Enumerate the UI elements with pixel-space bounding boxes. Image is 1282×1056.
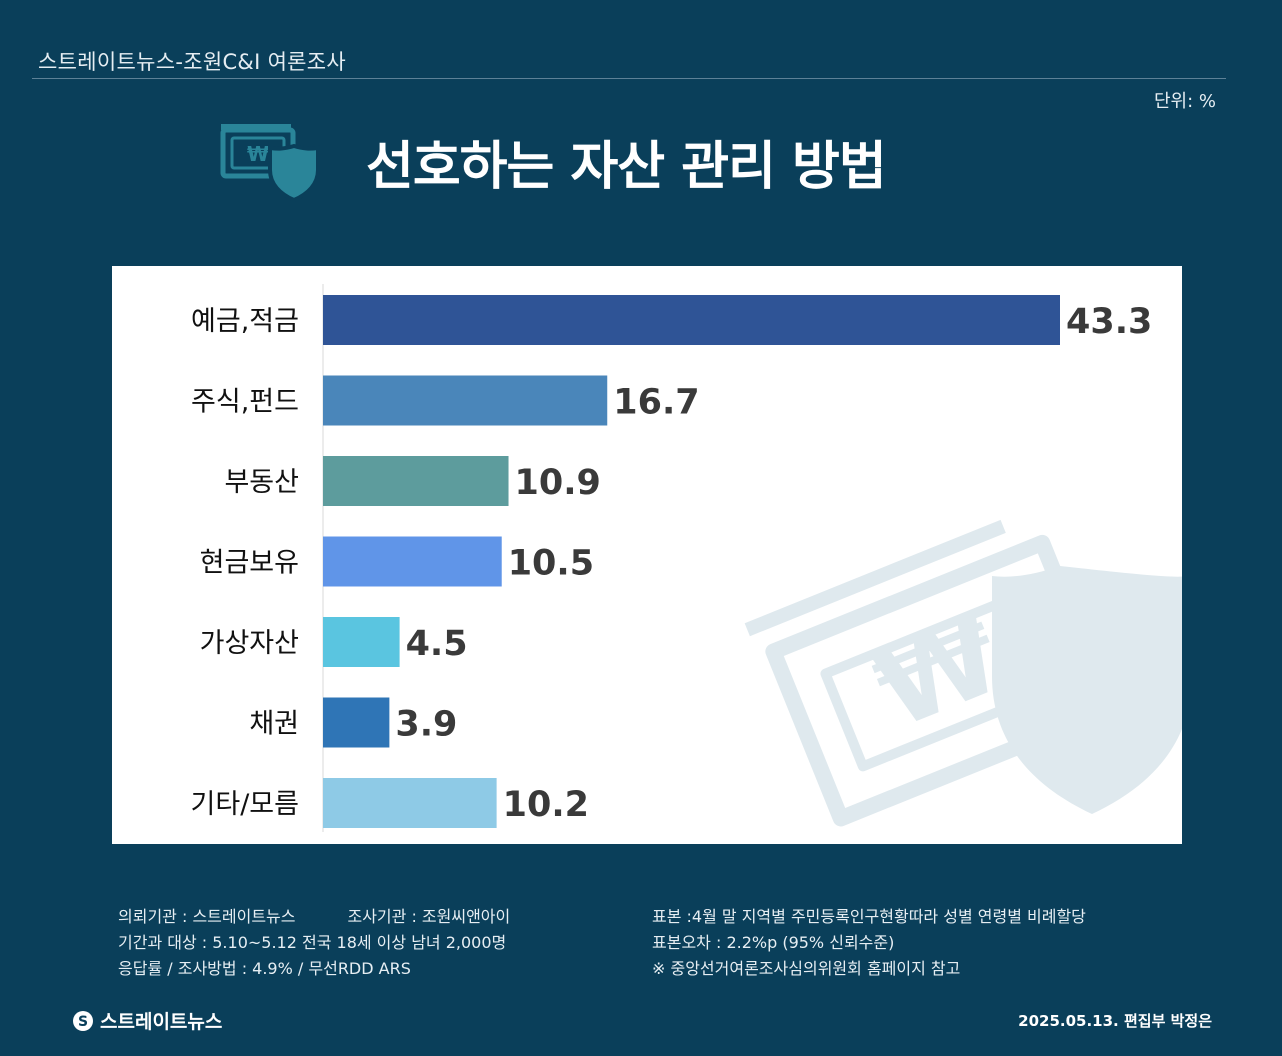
- svg-text:S: S: [78, 1014, 88, 1030]
- brand-logo: S 스트레이트뉴스: [72, 1007, 222, 1034]
- survey-info-right: 표본 :4월 말 지역별 주민등록인구현황따라 성별 연령별 비례할당 표본오차…: [652, 904, 1086, 982]
- bar: [323, 375, 608, 426]
- value-label: 16.7: [613, 383, 699, 423]
- bar: [323, 456, 509, 506]
- bar: [323, 778, 497, 828]
- category-label: 예금,적금: [191, 306, 299, 337]
- bar: [323, 536, 502, 587]
- date-credit: 2025.05.13. 편집부 박정은: [1018, 1012, 1212, 1030]
- value-label: 4.5: [406, 624, 468, 664]
- chart-title: 선호하는 자산 관리 방법: [366, 137, 887, 197]
- money-shield-icon: ₩: [220, 124, 320, 203]
- category-label: 현금보유: [200, 548, 299, 579]
- bar: [323, 697, 390, 748]
- unit-label: 단위: %: [1153, 91, 1216, 112]
- value-label: 3.9: [395, 705, 457, 745]
- agency-text: 조사기관 : 조원씨앤아이: [347, 907, 511, 926]
- category-label: 가상자산: [200, 628, 299, 659]
- money-shield-watermark-icon: ₩: [744, 519, 1182, 827]
- response-method-text: 응답률 / 조사방법 : 4.9% / 무선RDD ARS: [118, 959, 411, 978]
- note-text: ※ 중앙선거여론조사심의위원회 홈페이지 참고: [652, 959, 961, 978]
- sample-text: 표본 :4월 말 지역별 주민등록인구현황따라 성별 연령별 비례할당: [652, 907, 1086, 926]
- bar: [323, 295, 1060, 345]
- bar-chart: 예금,적금 43.3 주식,펀드 16.7 부동산 10.9 현금보유 10.5 가상자산 4.5…: [191, 284, 1152, 832]
- value-label: 10.5: [508, 544, 594, 584]
- source-title: 스트레이트뉴스-조원C&I 여론조사: [38, 50, 347, 74]
- category-label: 부동산: [224, 467, 299, 498]
- category-label: 기타/모름: [191, 789, 299, 820]
- brand-mark-icon: S: [73, 1010, 93, 1031]
- value-label: 10.2: [503, 785, 589, 825]
- svg-text:₩: ₩: [247, 142, 269, 166]
- survey-info-left: 의뢰기관 : 스트레이트뉴스 조사기관 : 조원씨앤아이 기간과 대상 : 5.1…: [118, 904, 510, 982]
- category-label: 주식,펀드: [191, 387, 299, 418]
- period-target-text: 기간과 대상 : 5.10~5.12 전국 18세 이상 남녀 2,000명: [118, 933, 507, 952]
- footer-row-1: 의뢰기관 : 스트레이트뉴스 조사기관 : 조원씨앤아이: [118, 904, 510, 930]
- margin-error-text: 표본오차 : 2.2%p (95% 신뢰수준): [652, 933, 895, 952]
- value-label: 10.9: [515, 463, 601, 503]
- value-label: 43.3: [1066, 302, 1152, 342]
- commissioner-text: 의뢰기관 : 스트레이트뉴스: [118, 907, 296, 926]
- brand-name: 스트레이트뉴스: [100, 1011, 223, 1033]
- category-label: 채권: [249, 709, 299, 740]
- header-divider: [32, 78, 1226, 79]
- chart-panel: ₩ 예금,적금 43.3 주식,펀드 16.7 부동산 10.9 현금보유 10.5 가상자산 4…: [112, 266, 1182, 844]
- bar: [323, 617, 400, 667]
